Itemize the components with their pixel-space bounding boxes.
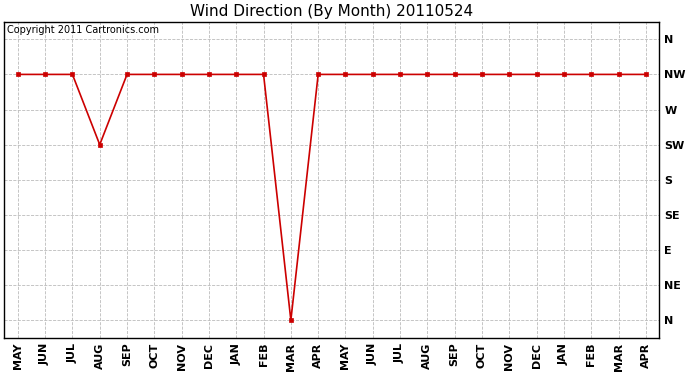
Title: Wind Direction (By Month) 20110524: Wind Direction (By Month) 20110524: [190, 4, 473, 19]
Text: Copyright 2011 Cartronics.com: Copyright 2011 Cartronics.com: [8, 25, 159, 35]
